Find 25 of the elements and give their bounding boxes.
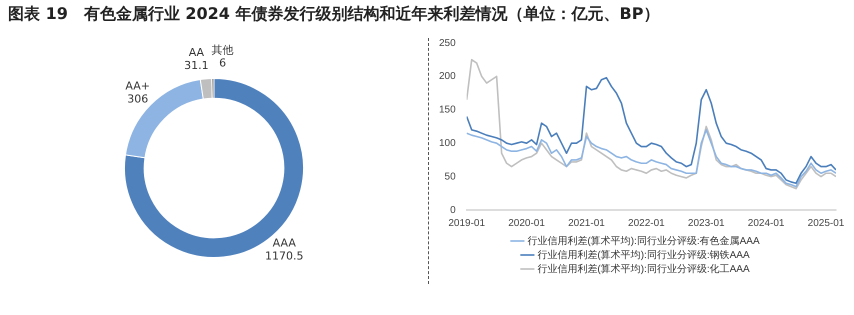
x-tick-label: 2021-01 [568, 218, 606, 229]
legend-label: 行业信用利差(算术平均):同行业分评级:钢铁AAA [537, 248, 750, 261]
x-tick-label: 2025-01 [808, 218, 845, 229]
y-tick-label: 100 [438, 138, 456, 149]
slice-label: AA+ [125, 79, 150, 92]
x-tick-label: 2024-01 [748, 218, 785, 229]
slice-label: AA [188, 46, 205, 59]
slice-label: AAA [272, 236, 296, 250]
data-label: 31.1 [184, 58, 209, 72]
data-label: 6 [219, 56, 226, 70]
x-tick-label: 2022-01 [628, 218, 666, 229]
legend-label: 行业信用利差(算术平均):同行业分评级:化工AAA [537, 262, 750, 275]
y-tick-label: 250 [438, 38, 456, 49]
x-tick-label: 2020-01 [508, 218, 546, 229]
legend-label: 行业信用利差(算术平均):同行业分评级:有色金属AAA [527, 234, 760, 247]
x-tick-label: 2023-01 [688, 218, 726, 229]
data-label: 306 [127, 92, 148, 106]
slice-label: 其他 [212, 44, 234, 57]
chart-title: 图表 19 有色金属行业 2024 年债券发行级别结构和近年来利差情况（单位：亿元、BP） [8, 4, 660, 25]
y-tick-label: 200 [438, 71, 456, 82]
y-tick-label: 150 [438, 104, 456, 116]
y-tick-label: 0 [450, 204, 456, 216]
y-tick-label: 50 [444, 171, 456, 182]
data-label: 1170.5 [264, 249, 304, 262]
x-tick-label: 2019-01 [448, 218, 486, 229]
